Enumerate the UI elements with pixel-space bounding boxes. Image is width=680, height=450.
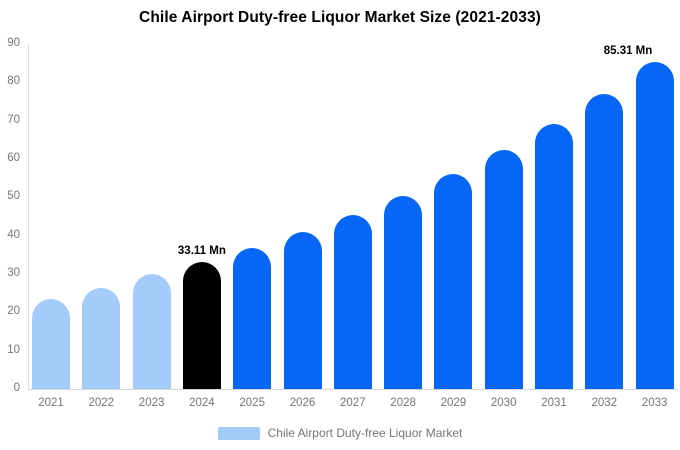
x-tick-label-2029: 2029 xyxy=(440,397,467,409)
y-tick-label-40: 40 xyxy=(7,228,20,241)
x-tick-label-2032: 2032 xyxy=(591,397,618,409)
x-tick-label-2025: 2025 xyxy=(239,397,265,409)
bar-2025[interactable] xyxy=(233,247,272,389)
y-tick-label-60: 60 xyxy=(7,152,20,164)
y-tick-label-80: 80 xyxy=(7,75,20,88)
bar-2027[interactable] xyxy=(333,214,372,389)
y-tick-label-0: 0 xyxy=(13,382,20,394)
bar-2033[interactable] xyxy=(635,61,674,389)
y-tick-label-50: 50 xyxy=(7,190,20,203)
legend-label: Chile Airport Duty-free Liquor Market xyxy=(267,426,463,440)
x-tick-label-2026: 2026 xyxy=(289,397,316,409)
x-tick-label-2022: 2022 xyxy=(88,397,115,409)
bar-2023[interactable] xyxy=(132,274,171,389)
x-tick-label-2033: 2033 xyxy=(641,397,668,409)
x-tick-label-2027: 2027 xyxy=(340,397,366,409)
bar-2021[interactable] xyxy=(32,298,70,389)
x-tick-label-2030: 2030 xyxy=(490,397,517,409)
bar-2028[interactable] xyxy=(384,195,423,389)
bar-value-label-2033: 85.31 Mn xyxy=(603,44,653,57)
bar-2029[interactable] xyxy=(434,174,473,389)
y-tick-label-20: 20 xyxy=(7,305,20,318)
y-tick-label-90: 90 xyxy=(7,37,20,49)
x-tick-label-2021: 2021 xyxy=(38,397,64,409)
bar-2024[interactable] xyxy=(182,262,221,389)
bar-2022[interactable] xyxy=(82,287,121,389)
y-axis-line xyxy=(28,44,29,389)
x-tick-label-2023: 2023 xyxy=(138,397,165,409)
bar-2026[interactable] xyxy=(283,232,322,389)
x-tick-label-2028: 2028 xyxy=(390,397,416,409)
y-tick-label-10: 10 xyxy=(7,343,20,356)
y-tick-label-70: 70 xyxy=(7,113,20,126)
x-tick-label-2031: 2031 xyxy=(541,397,567,409)
bar-2032[interactable] xyxy=(585,94,624,389)
x-axis-line xyxy=(28,389,678,390)
legend-swatch xyxy=(217,426,260,440)
chart-title: Chile Airport Duty-free Liquor Market Si… xyxy=(139,9,541,26)
legend[interactable]: Chile Airport Duty-free Liquor Market xyxy=(0,426,680,440)
bar-value-label-2024: 33.11 Mn xyxy=(177,245,226,258)
x-tick-label-2024: 2024 xyxy=(189,397,215,409)
y-tick-label-30: 30 xyxy=(7,267,20,279)
bar-2030[interactable] xyxy=(484,150,523,389)
bar-2031[interactable] xyxy=(535,123,573,389)
